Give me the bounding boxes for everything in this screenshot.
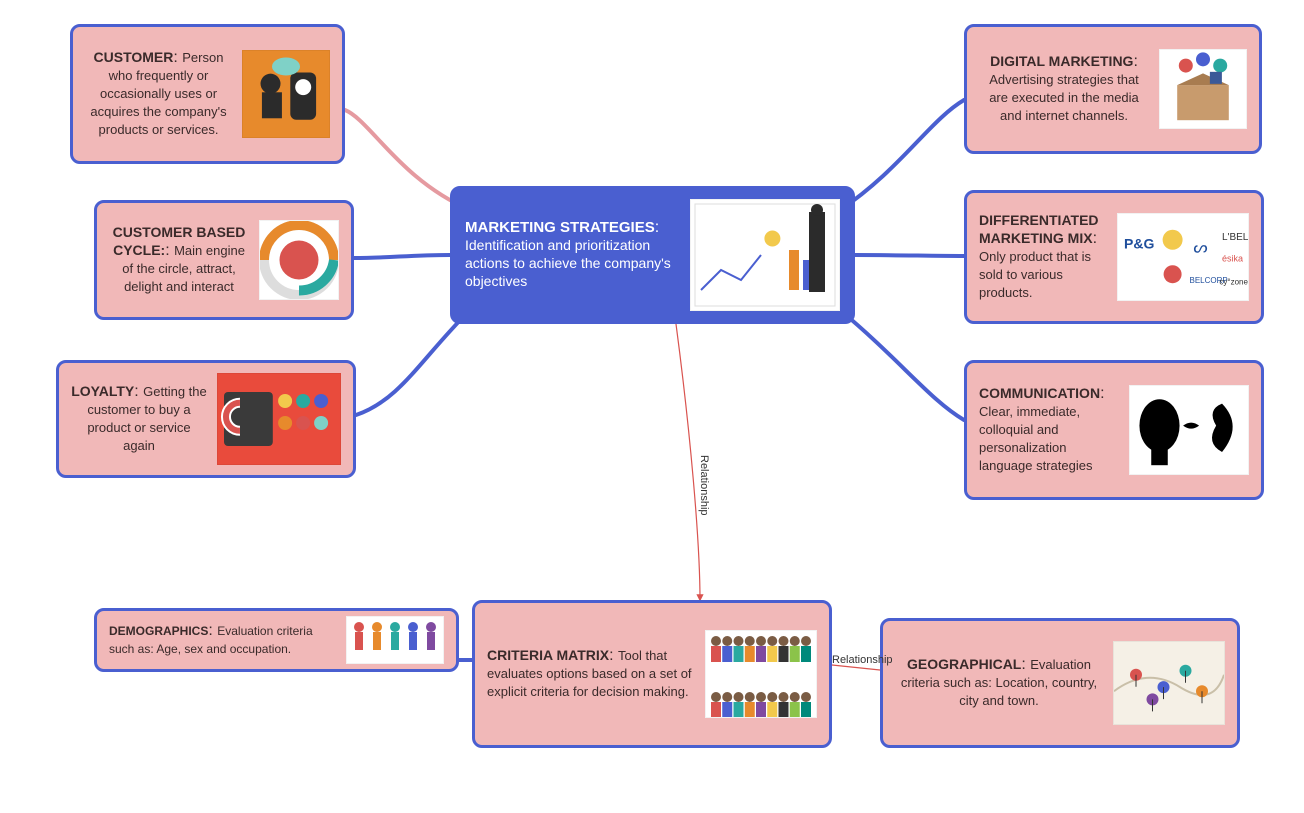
node-communication-title: COMMUNICATION: [979, 385, 1100, 401]
node-geographical-title: GEOGRAPHICAL: [907, 656, 1021, 672]
edge-center-communication: [840, 310, 964, 420]
node-diffmix-colon: :: [1093, 230, 1097, 247]
node-loyalty-title: LOYALTY: [71, 383, 134, 399]
node-digital-colon: :: [1133, 53, 1137, 70]
node-cycle[interactable]: CUSTOMER BASED CYCLE:: Main engine of th…: [94, 200, 354, 320]
cycle-wheel-icon: [259, 220, 339, 300]
node-loyalty[interactable]: LOYALTY: Getting the customer to buy a p…: [56, 360, 356, 478]
crowd-people-icon: [705, 630, 817, 718]
node-cycle-colon: :: [165, 242, 174, 259]
brand-logos-icon: P&G ᔕ BELCORP L'BEL ésika cy°zone: [1117, 213, 1249, 301]
center-node[interactable]: MARKETING STRATEGIES: Identification and…: [450, 186, 855, 324]
map-pins-icon: [1113, 641, 1225, 725]
node-digital-title: DIGITAL MARKETING: [990, 53, 1133, 69]
people-talking-icon: [242, 50, 330, 138]
node-demographics[interactable]: DEMOGRAPHICS: Evaluation criteria such a…: [94, 608, 459, 672]
svg-text:L'BEL: L'BEL: [1222, 232, 1248, 243]
node-criteria-colon: :: [609, 647, 618, 664]
center-colon: :: [655, 219, 659, 236]
node-communication-body: Clear, immediate, colloquial and persona…: [979, 404, 1092, 473]
node-communication-colon: :: [1100, 385, 1104, 402]
node-communication[interactable]: COMMUNICATION: Clear, immediate, colloqu…: [964, 360, 1264, 500]
digital-box-icon: [1159, 49, 1247, 129]
node-criteria[interactable]: CRITERIA MATRIX: Tool that evaluates opt…: [472, 600, 832, 748]
speaking-ear-icon: [1129, 385, 1249, 475]
node-digital[interactable]: DIGITAL MARKETING: Advertising strategie…: [964, 24, 1262, 154]
center-title: MARKETING STRATEGIES: [465, 219, 655, 236]
node-digital-body: Advertising strategies that are executed…: [989, 72, 1139, 123]
edge-center-loyalty: [356, 310, 470, 415]
edge-center-diffmix: [855, 255, 964, 256]
node-loyalty-colon: :: [134, 383, 143, 400]
node-diffmix-title: DIFFERENTIATED MARKETING MIX: [979, 212, 1099, 246]
svg-text:ésika: ésika: [1222, 253, 1243, 263]
svg-text:P&G: P&G: [1124, 235, 1154, 251]
edge-label-center-criteria: Relationship: [698, 455, 710, 516]
node-criteria-title: CRITERIA MATRIX: [487, 647, 609, 663]
svg-text:ᔕ: ᔕ: [1193, 240, 1207, 257]
node-customer[interactable]: CUSTOMER: Person who frequently or occas…: [70, 24, 345, 164]
node-demographics-colon: :: [208, 622, 217, 639]
edge-center-digital: [840, 100, 964, 210]
edge-center-cycle: [354, 255, 450, 258]
demographic-figures-icon: [346, 616, 444, 664]
magnet-customers-icon: [217, 373, 341, 465]
node-customer-colon: :: [173, 49, 182, 66]
node-geographical-colon: :: [1021, 656, 1030, 673]
node-demographics-title: DEMOGRAPHICS: [109, 624, 208, 638]
center-body: Identification and prioritization action…: [465, 237, 671, 289]
edge-label-criteria-geographical: Relationship: [832, 654, 893, 666]
node-geographical[interactable]: GEOGRAPHICAL: Evaluation criteria such a…: [880, 618, 1240, 748]
node-diffmix[interactable]: DIFFERENTIATED MARKETING MIX: Only produ…: [964, 190, 1264, 324]
node-customer-title: CUSTOMER: [94, 49, 174, 65]
strategy-board-icon: [690, 199, 840, 311]
edge-center-criteria: [676, 324, 700, 600]
svg-text:cy°zone: cy°zone: [1219, 278, 1248, 287]
node-diffmix-body: Only product that is sold to various pro…: [979, 249, 1091, 300]
